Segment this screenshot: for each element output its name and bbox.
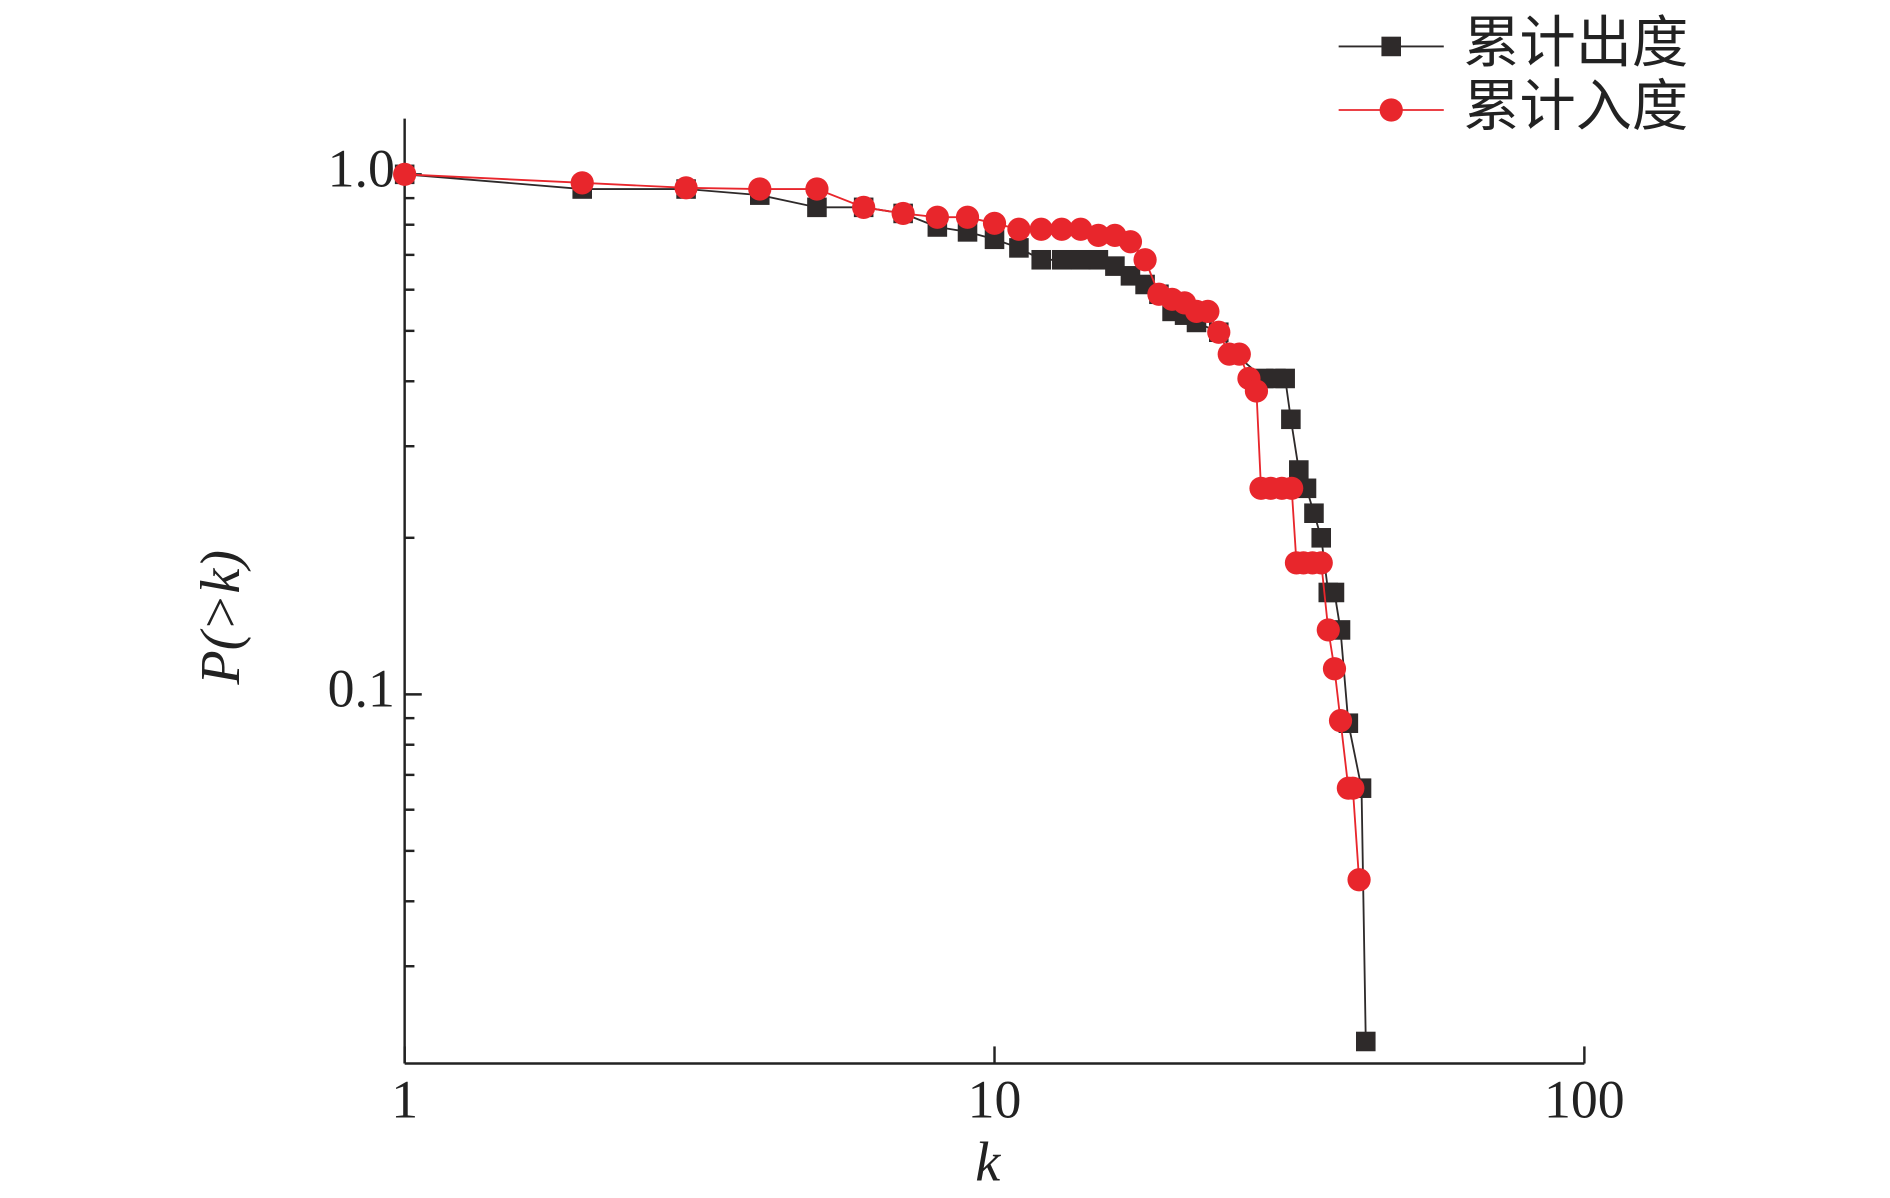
data-point <box>891 201 915 226</box>
data-point <box>1316 618 1340 642</box>
data-point <box>1029 217 1053 241</box>
data-point <box>852 195 876 219</box>
legend-marker <box>1381 36 1401 57</box>
data-point <box>805 177 829 201</box>
data-point <box>393 162 417 186</box>
y-tick-label: 1.0 <box>328 139 395 199</box>
data-point <box>1070 249 1091 270</box>
data-point <box>984 229 1005 250</box>
series-line <box>404 173 1360 880</box>
data-point <box>1275 368 1295 389</box>
legend-marker <box>1379 98 1403 122</box>
data-point <box>1355 1031 1376 1052</box>
data-point <box>570 171 594 195</box>
data-point <box>1050 217 1074 241</box>
data-point <box>1328 709 1353 733</box>
data-point <box>1133 248 1157 272</box>
data-point <box>1227 342 1251 366</box>
x-tick-label: 100 <box>1544 1069 1625 1129</box>
data-point <box>674 176 698 200</box>
data-point <box>1289 460 1309 480</box>
data-point <box>1196 299 1220 324</box>
data-point <box>1069 217 1093 241</box>
series-line <box>404 173 1367 1042</box>
data-point <box>925 205 949 229</box>
data-point <box>1086 223 1110 248</box>
data-point <box>1207 320 1231 344</box>
data-point <box>1007 217 1031 241</box>
data-point <box>1304 503 1324 523</box>
data-point <box>1281 409 1301 430</box>
data-point <box>1009 238 1029 258</box>
data-point <box>1031 249 1051 270</box>
data-point <box>1347 868 1371 892</box>
data-point <box>1088 249 1109 270</box>
data-point <box>1322 657 1347 681</box>
x-axis-label: k <box>975 1131 1001 1193</box>
data-point <box>1309 551 1333 575</box>
data-point <box>955 205 980 229</box>
data-point <box>1280 476 1304 500</box>
legend-label: 累计出度 <box>1463 11 1688 76</box>
x-tick-label: 1 <box>391 1069 418 1129</box>
data-point <box>982 211 1007 235</box>
data-point <box>807 197 827 218</box>
legend-label: 累计入度 <box>1463 75 1688 140</box>
data-point <box>1051 249 1072 270</box>
data-point <box>748 177 772 201</box>
data-point <box>1244 379 1269 403</box>
y-axis-label: P(>k) <box>190 550 252 686</box>
x-tick-label: 10 <box>968 1069 1022 1129</box>
data-point <box>1341 776 1365 800</box>
data-point <box>1324 582 1345 603</box>
y-tick-label: 0.1 <box>328 659 395 719</box>
data-point <box>1118 230 1143 254</box>
data-point <box>1105 256 1125 276</box>
data-point <box>1311 528 1332 548</box>
